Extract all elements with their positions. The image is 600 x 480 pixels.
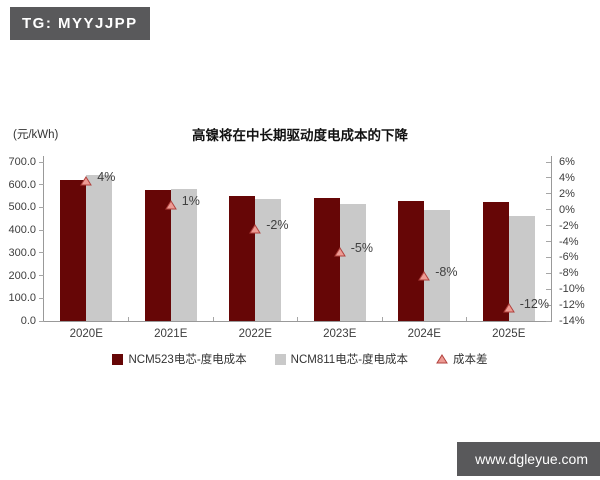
- y-axis-tick-label: 400.0: [8, 224, 36, 237]
- y-axis-tick: [39, 161, 44, 163]
- x-axis-label: 2021E: [154, 328, 188, 340]
- y-axis-tick-label: 600.0: [8, 178, 36, 191]
- ncm811-bar: [339, 204, 366, 321]
- secondary-y-axis-tick-label: 6%: [559, 156, 575, 168]
- y-axis-tick: [39, 206, 44, 208]
- ncm811-bar: [255, 198, 282, 321]
- ncm523-bar: [60, 180, 87, 321]
- x-axis-separator-tick: [466, 317, 467, 321]
- watermark: www.dgleyue.com: [457, 442, 600, 476]
- cost-diff-marker: [164, 197, 177, 210]
- secondary-y-axis-tick-label: -12%: [559, 299, 585, 312]
- x-axis-separator-tick: [297, 317, 298, 321]
- secondary-y-axis-tick: [546, 256, 551, 258]
- secondary-y-axis-tick: [546, 225, 551, 227]
- secondary-y-axis-tick-label: 4%: [559, 171, 575, 184]
- secondary-y-axis-tick-label: -6%: [559, 251, 579, 264]
- secondary-y-axis-tick: [546, 304, 551, 306]
- ncm811-bar: [424, 210, 451, 321]
- secondary-y-axis-tick: [546, 241, 551, 242]
- triangle-marker-icon: [80, 175, 93, 186]
- secondary-y-axis-tick-label: 2%: [559, 187, 575, 200]
- x-axis-label: 2023E: [323, 328, 357, 340]
- ncm811-bar: [508, 216, 535, 321]
- x-axis-separator-tick: [381, 317, 383, 321]
- legend-item-cost-diff: 成本差: [436, 351, 488, 367]
- y-axis-tick: [39, 252, 44, 254]
- ncm523-bar: [482, 201, 509, 321]
- cost-diff-label: 1%: [181, 193, 200, 208]
- x-axis-label: 2020E: [69, 328, 103, 340]
- ncm811-bar: [170, 189, 197, 321]
- ncm523-bar: [144, 190, 171, 321]
- secondary-y-axis-tick: [546, 320, 551, 322]
- y-axis-tick-label: 300.0: [8, 246, 36, 259]
- cost-diff-marker: [249, 221, 262, 234]
- x-axis-label: 2022E: [238, 328, 272, 340]
- x-axis-label: 2025E: [492, 328, 526, 340]
- plot-area: 700.0 600.0 500.0 400.0 300.0 200.0 100.0 0.0 6%…: [8, 156, 585, 340]
- y-axis-tick-label: 700.0: [8, 156, 36, 168]
- secondary-y-axis-tick-label: -10%: [559, 283, 585, 296]
- legend-label-ncm811: NCM811电芯-度电成本: [290, 354, 409, 366]
- secondary-y-axis-tick: [546, 272, 551, 274]
- y-axis-tick-label: 500.0: [8, 201, 36, 214]
- y-axis-tick: [39, 275, 44, 277]
- ncm523-bar: [313, 198, 340, 321]
- x-axis-label: 2024E: [407, 328, 441, 340]
- legend-label-cost-diff: 成本差: [453, 354, 488, 366]
- ncm523-swatch: [112, 353, 124, 365]
- y-axis-tick-label: 0.0: [20, 315, 36, 327]
- y-axis-unit-label: (元/kWh): [13, 129, 59, 141]
- secondary-y-axis-tick-label: -14%: [559, 315, 585, 327]
- x-axis-separator-tick: [128, 317, 129, 321]
- cost-diff-label: -2%: [266, 217, 289, 232]
- secondary-y-axis-tick: [546, 193, 551, 195]
- secondary-y-axis-tick: [546, 177, 551, 179]
- secondary-y-axis-tick-label: -2%: [559, 219, 579, 232]
- cost-diff-label: 4%: [97, 169, 116, 184]
- triangle-marker-icon: [333, 247, 346, 257]
- y-axis-tick: [39, 297, 44, 299]
- chart-legend: NCM523电芯-度电成本 NCM811电芯-度电成本 成本差: [0, 351, 600, 367]
- cost-diff-marker: [80, 173, 93, 186]
- ncm811-bar: [86, 174, 113, 321]
- secondary-y-axis-tick: [546, 209, 551, 211]
- y-axis-tick: [39, 320, 44, 322]
- cost-diff-label: -12%: [519, 297, 549, 312]
- cost-diff-marker: [333, 244, 346, 257]
- triangle-marker-icon: [164, 199, 177, 210]
- y-axis-tick: [39, 229, 44, 231]
- triangle-marker-icon: [418, 271, 431, 281]
- x-axis-separator-tick: [212, 317, 214, 321]
- ncm811-swatch: [274, 353, 286, 365]
- secondary-y-axis-tick: [546, 288, 551, 290]
- secondary-y-axis-tick-label: 0%: [559, 203, 575, 216]
- triangle-marker-icon: [249, 223, 262, 234]
- cost-diff-triangle-icon: [436, 354, 448, 364]
- telegram-badge: TG: MYYJJPP: [10, 7, 150, 40]
- cost-diff-marker: [418, 268, 431, 281]
- triangle-marker-icon: [502, 303, 515, 313]
- secondary-y-axis-tick-label: -8%: [559, 267, 579, 280]
- y-axis-tick: [39, 184, 44, 186]
- cost-diff-marker: [502, 300, 515, 313]
- legend-item-ncm523: NCM523电芯-度电成本: [112, 351, 247, 367]
- ncm523-bar: [229, 196, 256, 321]
- secondary-y-axis-tick: [546, 161, 551, 163]
- y-axis-tick-label: 100.0: [8, 292, 36, 305]
- y-axis-tick-label: 200.0: [8, 269, 36, 282]
- ncm523-bar: [398, 200, 425, 321]
- legend-label-ncm523: NCM523电芯-度电成本: [128, 354, 247, 366]
- cost-diff-label: -8%: [435, 265, 458, 280]
- chart-title: 高镍将在中长期驱动度电成本的下降: [192, 128, 408, 143]
- secondary-y-axis-tick-label: -4%: [559, 235, 579, 248]
- legend-item-ncm811: NCM811电芯-度电成本: [274, 351, 409, 367]
- cost-diff-label: -5%: [350, 241, 373, 256]
